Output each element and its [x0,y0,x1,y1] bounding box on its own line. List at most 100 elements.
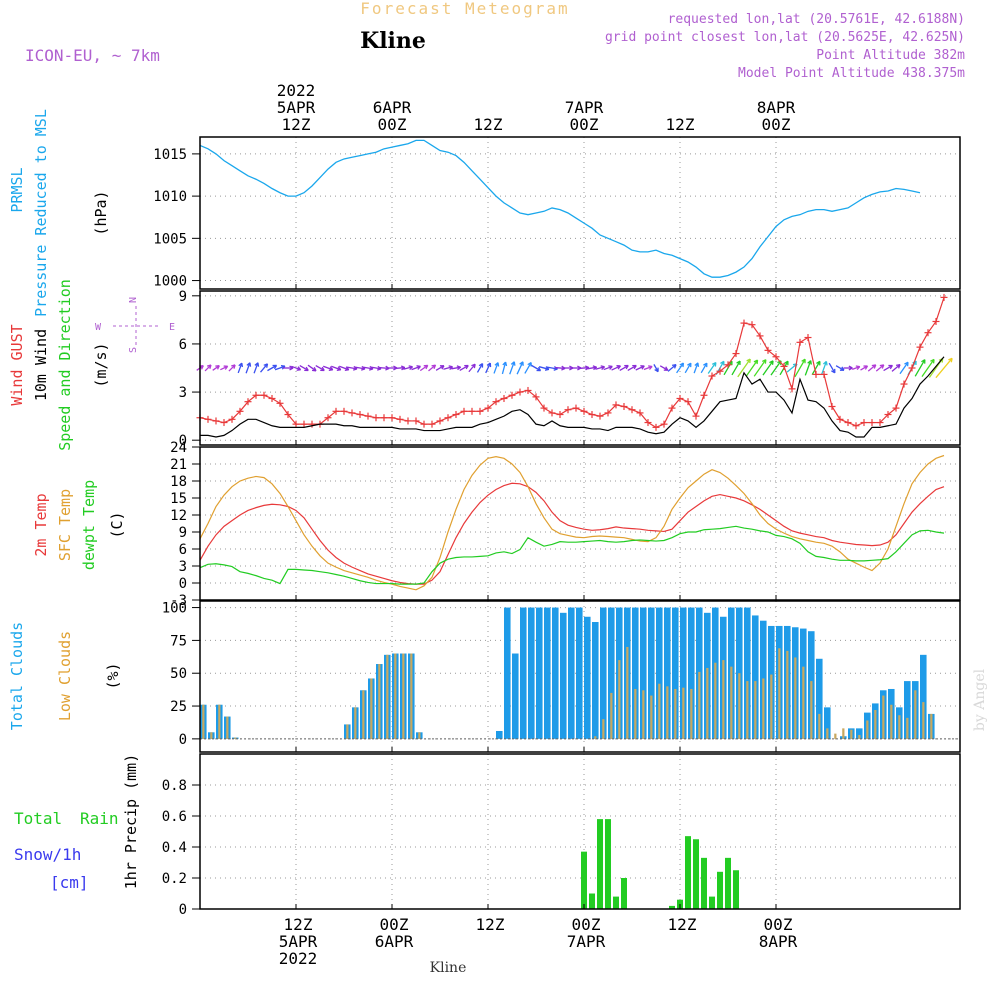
low-cloud-bar [898,715,901,739]
top-tick-label: 00Z [570,115,599,134]
low-cloud-bar [226,716,229,739]
panel-pressure: 1000 1005 1010 1015 PRMSL Pressure Reduced to… [8,109,961,317]
bottom-tick-label: 5APR [279,932,318,951]
t2m-line [199,482,945,585]
wind10m-line [200,356,945,438]
wind-arrow [531,364,542,372]
gust-marker [548,409,556,417]
gust-marker [724,361,732,369]
gust-marker [412,417,420,425]
wind-arrow [603,365,613,371]
gust-marker [420,420,428,428]
gust-marker [268,394,276,402]
gust-marker [612,401,620,409]
bottom-tick-label: 12Z [284,915,313,934]
total-cloud-bar [688,607,695,739]
total-cloud-bar [816,658,823,739]
y-tick-label: 3 [179,385,187,401]
wind-arrow [851,365,861,371]
precip-label-rain: Rain [80,809,119,828]
low-cloud-bar [626,646,629,739]
gust-marker [404,417,412,425]
gust-marker [780,362,788,370]
low-cloud-bar [882,695,885,739]
wind-arrow [762,360,774,376]
panel-frame [199,446,961,601]
total-cloud-bar [856,728,863,739]
gust-marker [828,403,836,410]
y-tick-label: 0.6 [162,809,187,825]
point-altitude: Point Altitude 382m [816,48,965,63]
low-cloud-bar [818,713,821,739]
rain-bar [597,819,603,909]
low-cloud-bar [754,681,757,739]
low-cloud-bar [738,673,741,739]
gust-marker [620,403,628,410]
wind-arrow [676,362,685,374]
sfc-line [199,454,945,591]
gust-marker [532,393,540,401]
total-cloud-bar [584,616,591,739]
wind-arrow [579,365,590,371]
gust-marker [804,334,812,342]
wind-arrow [307,364,317,372]
bottom-tick-label: 6APR [375,932,414,951]
gust-marker [908,364,916,372]
gust-marker [252,391,260,399]
gust-marker [876,419,884,427]
gust-marker [820,370,828,378]
gust-marker [364,412,372,420]
gust-marker [716,367,724,375]
low-cloud-bar [234,737,237,739]
gust-marker [540,404,548,412]
gust-marker [468,407,476,415]
y-tick-label: 21 [170,457,187,473]
gust-marker [604,409,612,417]
gust-marker [508,391,516,399]
low-cloud-bar [706,667,709,739]
panel-label-clouds: Total Clouds [8,622,26,730]
low-cloud-bar [674,688,677,739]
gust-marker [292,420,300,428]
wind-arrow [635,365,645,371]
gust-marker [740,319,748,327]
gust-marker [276,399,284,407]
top-tick-label: 5APR [277,98,316,117]
low-cloud-bar [874,709,877,739]
wind-arrow [395,365,406,371]
low-cloud-bar [690,688,693,739]
total-cloud-bar [600,607,607,739]
rain-bar [725,857,731,909]
gust-marker [588,411,596,419]
low-cloud-bar [746,681,749,739]
low-cloud-bar [410,653,413,739]
low-cloud-bar [794,657,797,739]
bottom-tick-label: 7APR [567,932,606,951]
low-cloud-bar [202,704,205,739]
gust-marker [212,417,220,425]
gust-marker [892,404,900,412]
y-tick-label: 0 [179,576,187,592]
low-cloud-bar [594,736,597,739]
low-cloud-bar [650,695,653,739]
low-cloud-bar [802,666,805,739]
gust-marker [348,409,356,417]
gust-marker [236,407,244,415]
gust-marker [668,404,676,412]
wind-arrow [260,363,269,373]
top-tick-label: 00Z [378,115,407,134]
panel-label-wind: 10m Wind [32,329,50,401]
wind-arrow [282,365,294,371]
wind-arrow [204,364,212,372]
gust-marker [372,414,380,422]
wind-arrow [587,365,598,371]
panel-label-clouds: Low Clouds [56,631,74,721]
chart-title: Forecast Meteogram [360,0,569,18]
rain-bar [709,896,715,909]
wind-arrow [403,365,414,371]
gust-marker [556,411,564,419]
gust-marker [852,422,860,430]
low-cloud-bar [930,713,933,739]
wind-arrow [611,365,621,371]
